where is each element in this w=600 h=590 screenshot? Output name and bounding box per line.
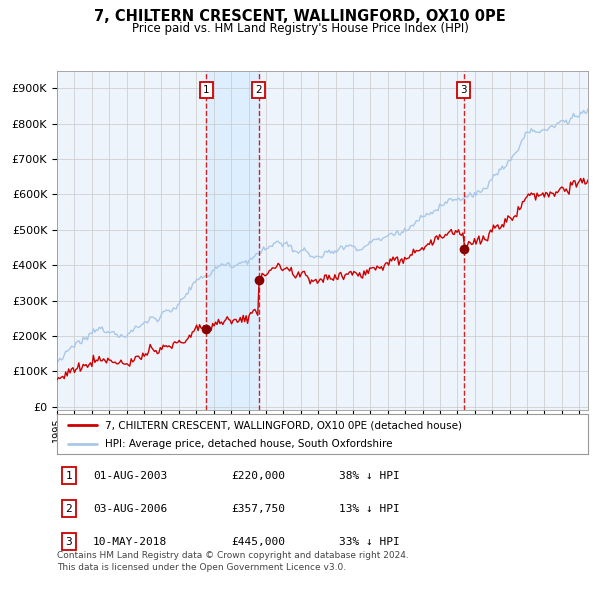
Text: 10-MAY-2018: 10-MAY-2018 <box>93 537 167 546</box>
Text: 3: 3 <box>460 85 467 95</box>
Text: 3: 3 <box>65 537 73 546</box>
Text: £445,000: £445,000 <box>231 537 285 546</box>
Text: 38% ↓ HPI: 38% ↓ HPI <box>339 471 400 480</box>
Bar <box>206 71 259 410</box>
Text: 13% ↓ HPI: 13% ↓ HPI <box>339 504 400 513</box>
Text: 7, CHILTERN CRESCENT, WALLINGFORD, OX10 0PE (detached house): 7, CHILTERN CRESCENT, WALLINGFORD, OX10 … <box>105 421 462 431</box>
Text: 33% ↓ HPI: 33% ↓ HPI <box>339 537 400 546</box>
Text: Contains HM Land Registry data © Crown copyright and database right 2024.
This d: Contains HM Land Registry data © Crown c… <box>57 552 409 572</box>
Text: 1: 1 <box>203 85 209 95</box>
Text: 7, CHILTERN CRESCENT, WALLINGFORD, OX10 0PE: 7, CHILTERN CRESCENT, WALLINGFORD, OX10 … <box>94 9 506 24</box>
Text: 01-AUG-2003: 01-AUG-2003 <box>93 471 167 480</box>
Text: £357,750: £357,750 <box>231 504 285 513</box>
Text: £220,000: £220,000 <box>231 471 285 480</box>
Text: 2: 2 <box>65 504 73 513</box>
Text: Price paid vs. HM Land Registry's House Price Index (HPI): Price paid vs. HM Land Registry's House … <box>131 22 469 35</box>
Text: 1: 1 <box>65 471 73 480</box>
Text: 03-AUG-2006: 03-AUG-2006 <box>93 504 167 513</box>
Text: 2: 2 <box>255 85 262 95</box>
Text: HPI: Average price, detached house, South Oxfordshire: HPI: Average price, detached house, Sout… <box>105 440 392 449</box>
